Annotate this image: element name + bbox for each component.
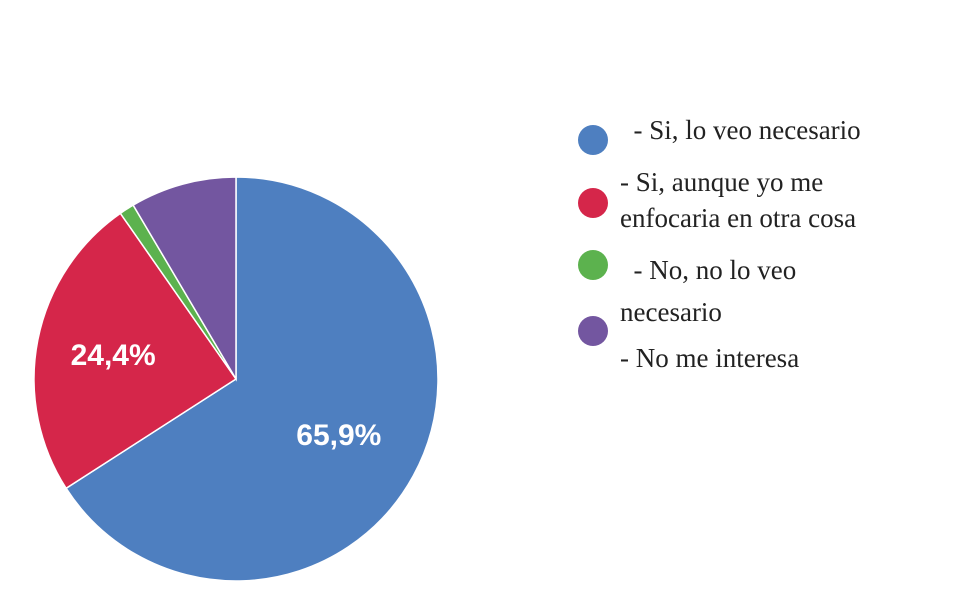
- pie-slice-1: [65, 176, 439, 582]
- legend-label: - No, no lo veo: [620, 255, 797, 285]
- pie-slices: [33, 176, 439, 582]
- pie-data-labels: 65,9% 24,4%: [71, 339, 382, 452]
- legend-dot-si-aunque: [578, 188, 608, 218]
- legend-label: - No me interesa: [620, 343, 800, 373]
- legend-dot-no-lo-veo-necesario: [578, 250, 608, 280]
- legend-label: - Si, lo veo necesario: [620, 115, 861, 145]
- legend-dot-si-lo-veo-necesario: [578, 125, 608, 155]
- pie-data-label-1: 65,9%: [296, 419, 381, 452]
- legend-label: necesario: [620, 297, 722, 327]
- pie-data-label-2: 24,4%: [71, 339, 156, 372]
- pie-slice-4: [132, 176, 237, 382]
- legend-label: - Si, aunque yo me: [620, 167, 824, 197]
- pie-slice-2: [33, 212, 238, 490]
- legend-dot-no-me-interesa: [578, 316, 608, 346]
- legend-label: enfocaria en otra cosa: [620, 203, 857, 233]
